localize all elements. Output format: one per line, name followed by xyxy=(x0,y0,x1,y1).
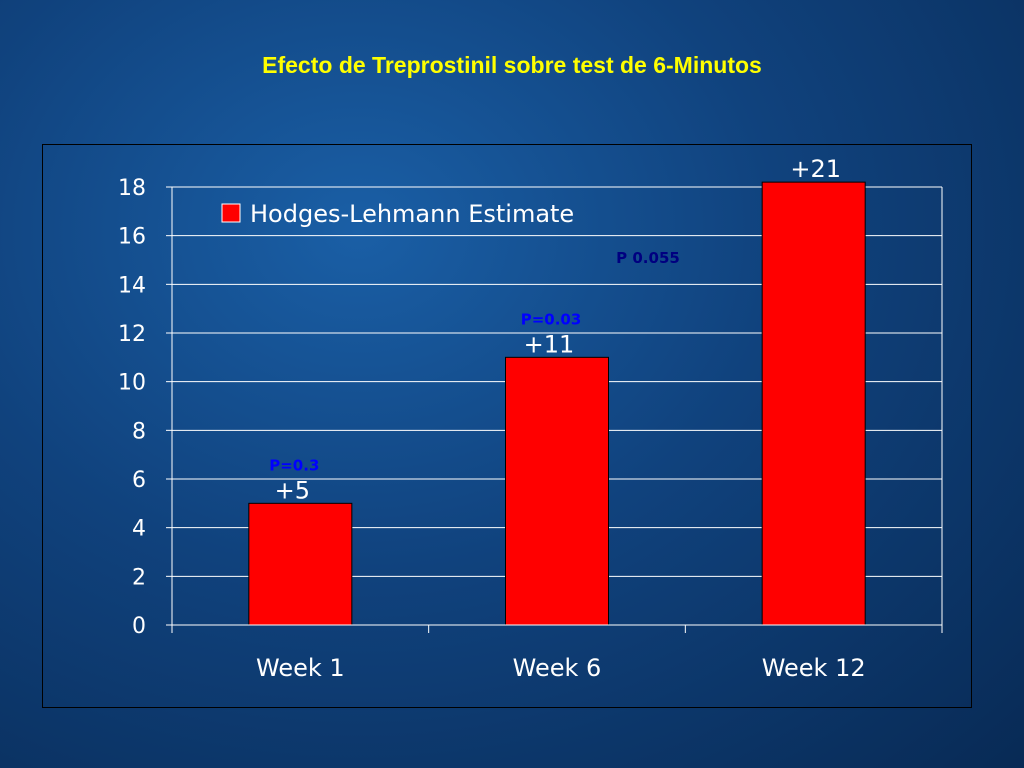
y-tick-label: 18 xyxy=(118,176,146,201)
slide-title: Efecto de Treprostinil sobre test de 6-M… xyxy=(262,52,762,78)
y-tick-label: 10 xyxy=(118,371,146,396)
data-label: +5 xyxy=(275,476,310,504)
p-value-label: P=0.03 xyxy=(521,310,582,328)
y-tick-label: 4 xyxy=(132,517,146,542)
legend-swatch xyxy=(221,203,241,223)
p-value-label: P 0.055 xyxy=(616,249,680,267)
y-tick-label: 6 xyxy=(132,468,146,493)
y-tick-label: 16 xyxy=(118,225,146,250)
y-tick-label: 2 xyxy=(132,565,146,590)
x-category-label: Week 12 xyxy=(762,654,866,682)
axes xyxy=(166,186,943,633)
p-value-label: P=0.3 xyxy=(269,456,319,474)
bar xyxy=(248,502,353,626)
bars xyxy=(248,181,866,626)
data-label: +21 xyxy=(790,155,841,183)
legend-label: Hodges-Lehmann Estimate xyxy=(250,200,574,228)
legend: Hodges-Lehmann Estimate xyxy=(221,200,574,228)
y-tick-label: 14 xyxy=(118,273,146,298)
x-category-label: Week 1 xyxy=(256,654,345,682)
data-label: +11 xyxy=(524,330,575,358)
x-category-label: Week 6 xyxy=(513,654,602,682)
bar xyxy=(505,356,609,626)
y-tick-label: 12 xyxy=(118,322,146,347)
y-tick-label: 8 xyxy=(132,419,146,444)
y-tick-label: 0 xyxy=(132,614,146,639)
chart-frame xyxy=(42,144,972,708)
labels: 0 2 4 6 8 10 12 14 16 18 Week 1 +5 P=0.3 Week 6 +11 P=0… xyxy=(118,155,866,682)
bar xyxy=(761,181,866,626)
